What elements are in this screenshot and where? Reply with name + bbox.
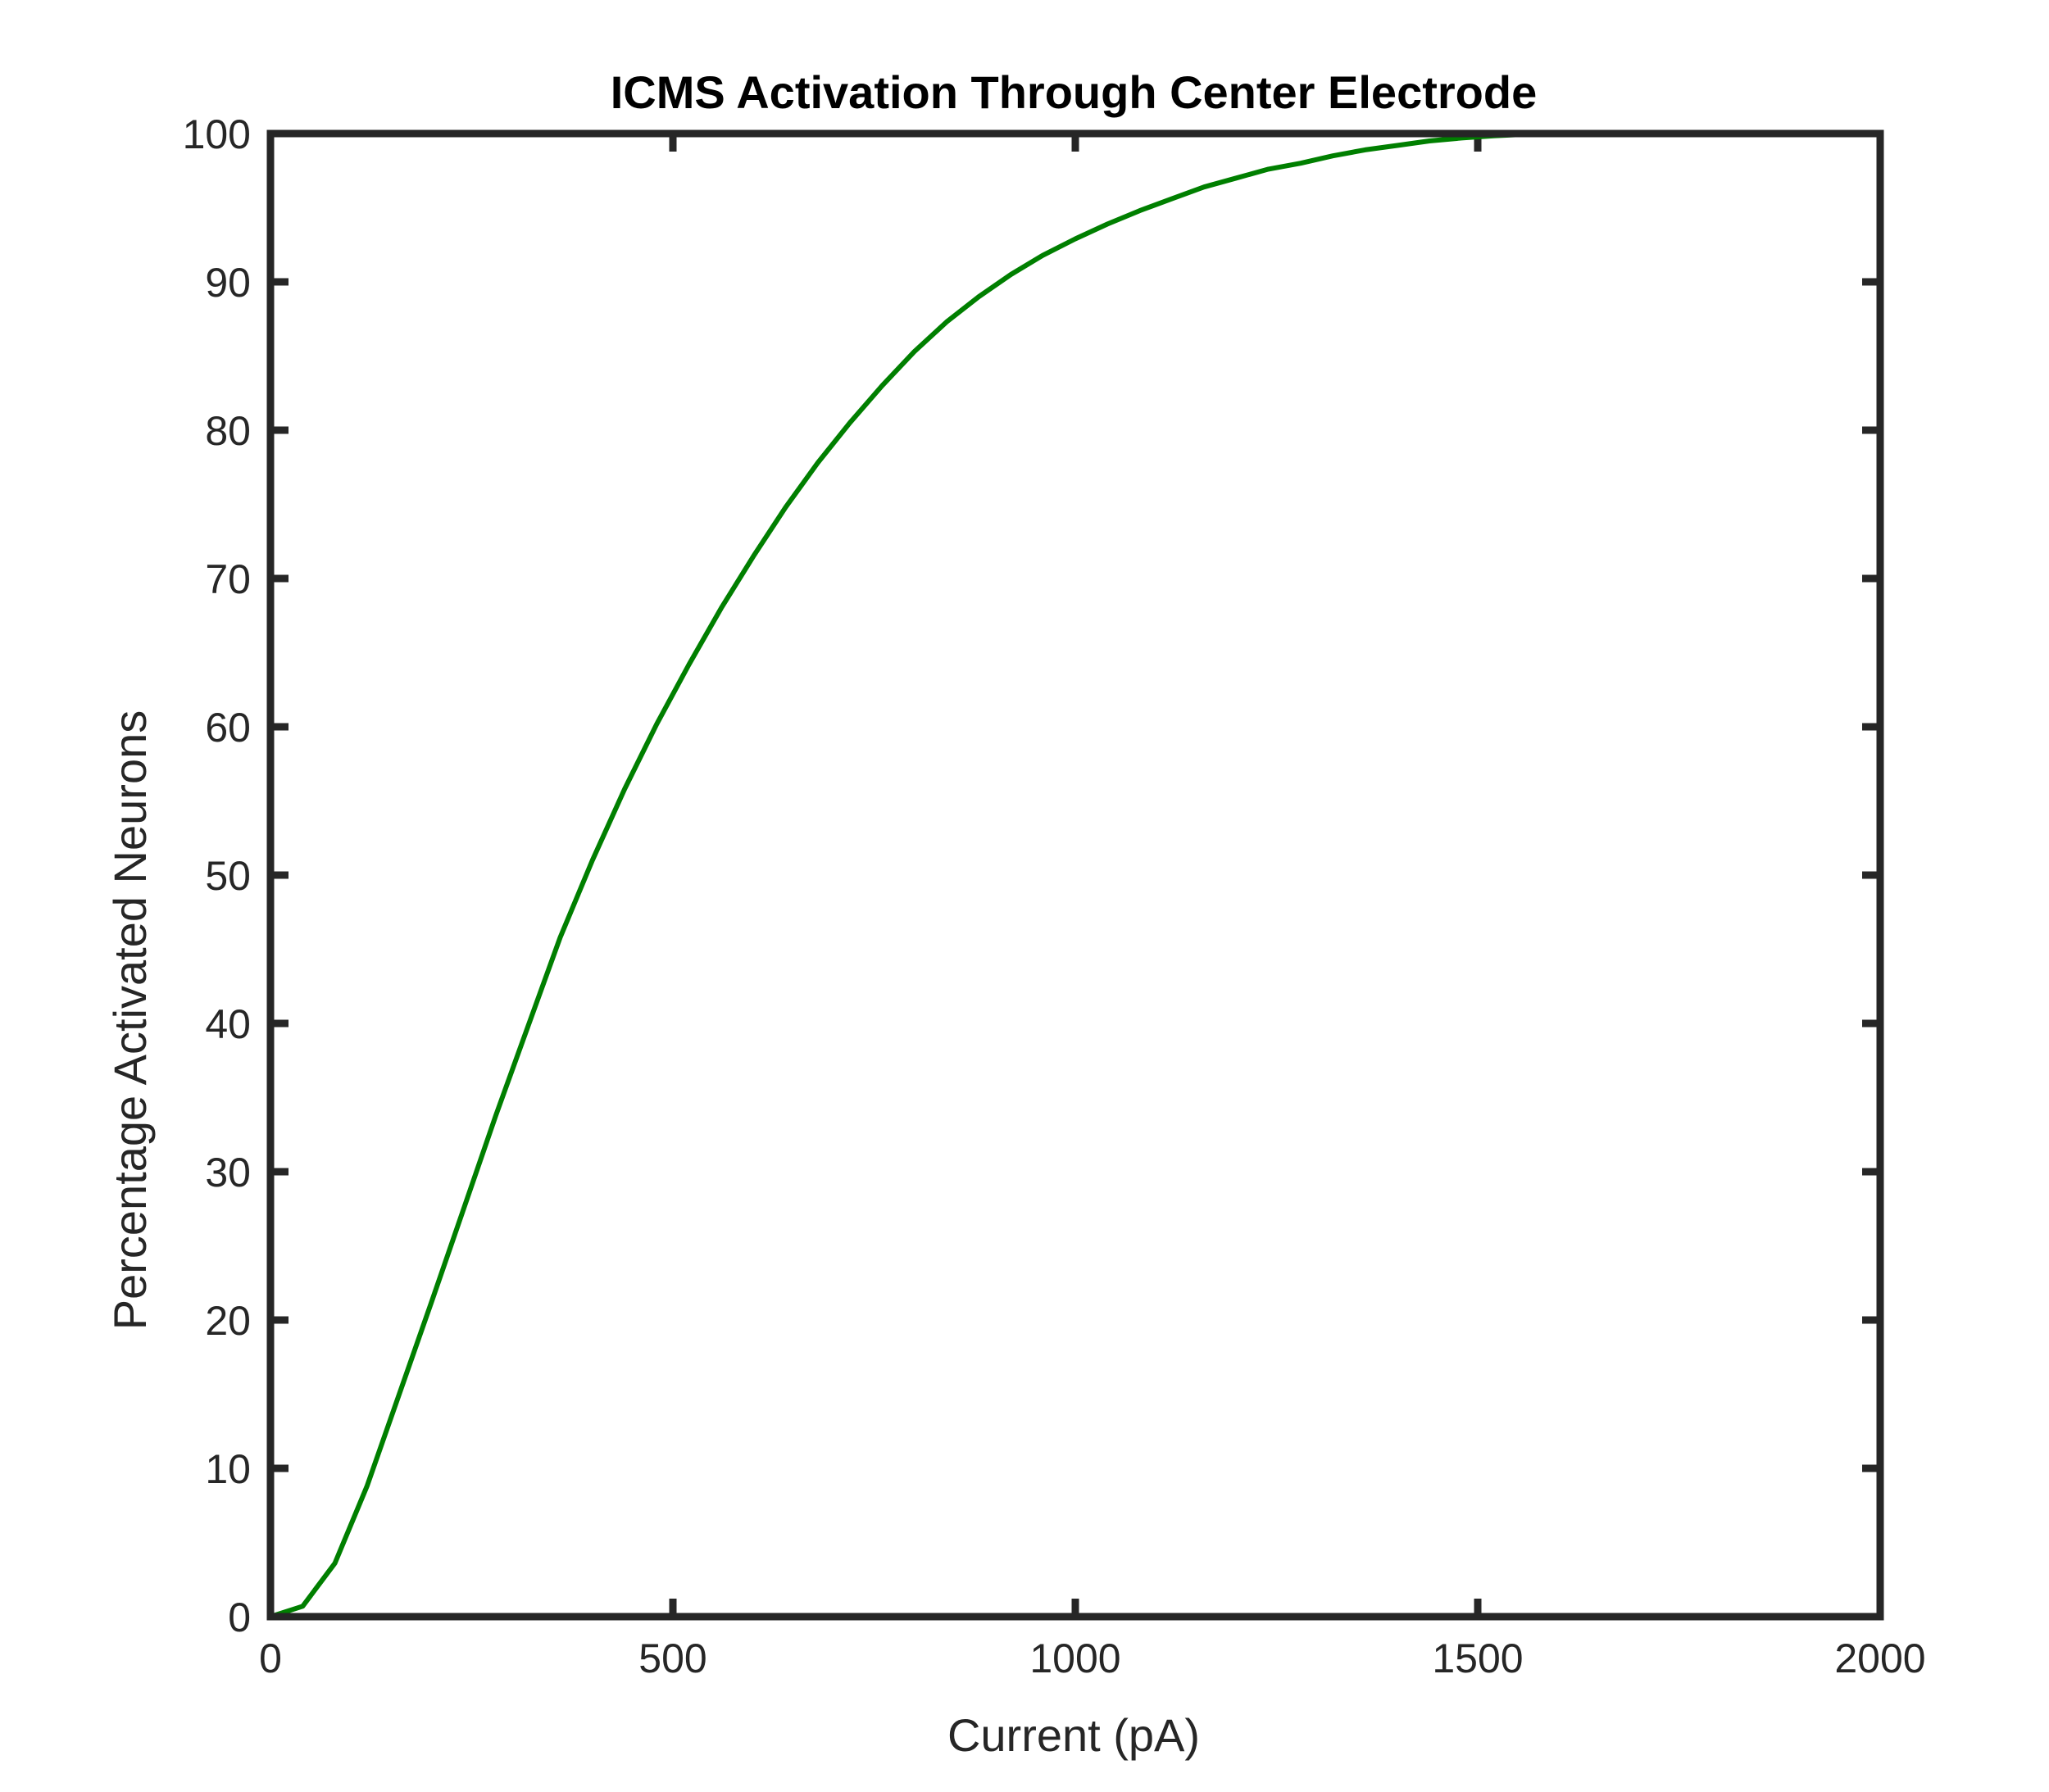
y-tick-label: 80: [205, 408, 251, 454]
chart-title: ICMS Activation Through Center Electrode: [611, 66, 1537, 118]
y-tick-label: 40: [205, 1001, 251, 1047]
y-axis-label: Percentage Activated Neurons: [104, 710, 156, 1330]
plot-area-border: [266, 129, 1884, 1621]
y-tick-label: 70: [205, 556, 251, 602]
y-tick-label: 100: [183, 111, 251, 157]
x-tick-label: 1000: [1029, 1635, 1120, 1681]
x-tick-labels: 0 500 1000 1500 2000: [259, 1635, 1926, 1681]
y-tick-label: 20: [205, 1298, 251, 1344]
y-tick-label: 50: [205, 853, 251, 899]
y-tick-label: 30: [205, 1150, 251, 1195]
x-tick-label: 0: [259, 1635, 282, 1681]
y-tick-label: 10: [205, 1446, 251, 1492]
y-tick-labels: 0 10 20 30 40 50 60 70 80 90 100: [183, 111, 251, 1640]
tick-marks: [266, 129, 1884, 1621]
x-tick-label: 1500: [1432, 1635, 1523, 1681]
y-tick-label: 60: [205, 705, 251, 751]
x-tick-label: 2000: [1834, 1635, 1925, 1681]
x-tick-label: 500: [638, 1635, 706, 1681]
x-axis-label: Current (pA): [947, 1709, 1200, 1761]
activation-curve: [268, 131, 1593, 1619]
y-tick-label: 0: [228, 1595, 251, 1640]
y-tick-label: 90: [205, 260, 251, 306]
